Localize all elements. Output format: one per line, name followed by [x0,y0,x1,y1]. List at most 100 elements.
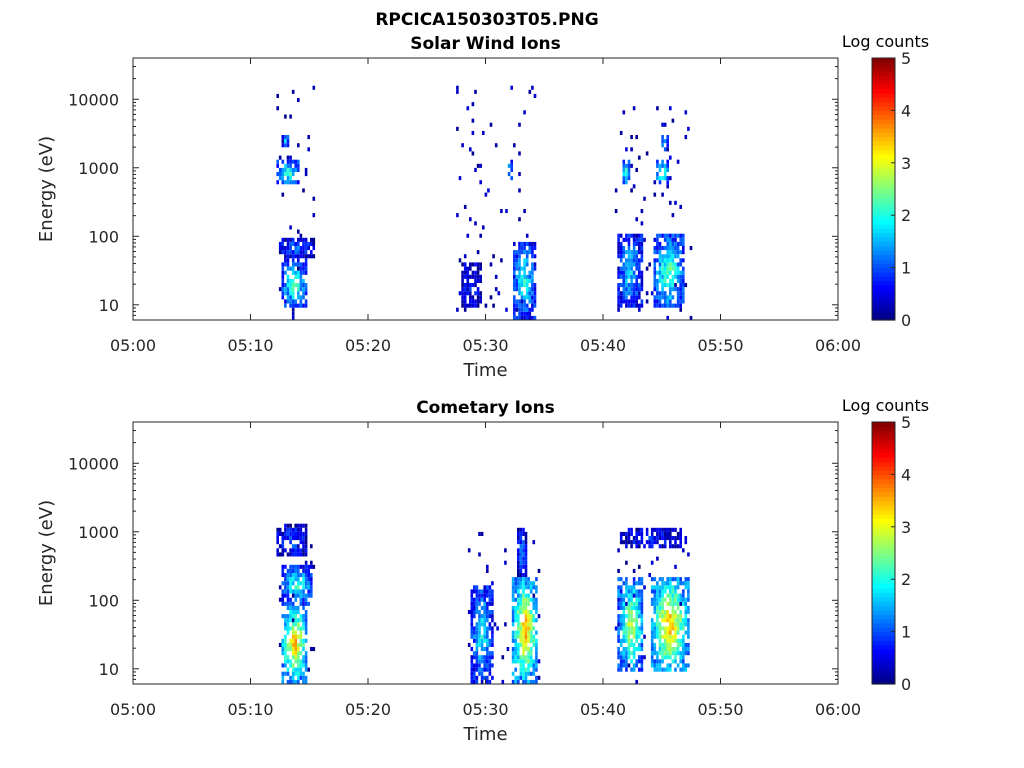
spectrogram-cell [517,589,520,594]
colorbar-segment [872,470,895,475]
spectrogram-cell [531,241,534,246]
spectrogram-cell [632,630,636,635]
spectrogram-cell [663,626,667,631]
spectrogram-cell [669,241,672,246]
spectrogram-cell [304,560,308,565]
spectrogram-cell [661,597,664,602]
spectrogram-cell [488,679,492,684]
spectrogram-cell [640,642,644,647]
spectrogram-cell [619,233,623,238]
spectrogram-cell [679,610,682,615]
spectrogram-cell [483,655,486,660]
spectrogram-cell [515,262,519,267]
spectrogram-cell [458,176,462,181]
spectrogram-cell [299,237,303,242]
spectrogram-cell [518,303,521,308]
spectrogram-cell [511,605,515,610]
spectrogram-cell [661,122,664,127]
colorbar-segment [872,544,895,550]
spectrogram-cell [294,679,297,684]
spectrogram-cell [281,651,285,656]
spectrogram-cell [527,671,530,676]
spectrogram-cell [281,564,285,569]
spectrogram-cell [638,577,641,582]
spectrogram-cell [278,597,282,602]
spectrogram-cell [674,287,677,292]
spectrogram-cell [676,585,680,590]
spectrogram-cell [676,299,680,304]
spectrogram-cell [302,283,305,288]
spectrogram-cell [663,254,667,259]
spectrogram-cell [674,610,677,615]
spectrogram-cell [687,622,690,627]
colorbar-segment [872,570,895,576]
colorbar-segment [872,167,895,173]
spectrogram-cell [289,527,292,532]
spectrogram-cell [658,614,662,619]
spectrogram-cell [299,626,303,631]
spectrogram-cell [682,246,685,251]
spectrogram-cell [304,593,308,598]
spectrogram-cell [676,287,680,292]
spectrogram-cell [617,647,620,652]
spectrogram-cell [463,266,467,271]
colorbar-segment [872,271,895,277]
spectrogram-cell [622,291,626,296]
spectrogram-cell [671,254,675,259]
spectrogram-cell [531,250,534,255]
spectrogram-cell [289,564,292,569]
spectrogram-cell [491,655,494,660]
spectrogram-cell [532,618,536,623]
spectrogram-cell [286,295,290,300]
spectrogram-cell [480,531,484,536]
spectrogram-cell [640,610,644,615]
spectrogram-cell [304,172,308,177]
spectrogram-cell [617,626,620,631]
spectrogram-cell [529,630,533,635]
spectrogram-cell [533,283,537,288]
spectrogram-cell [289,614,292,619]
spectrogram-cell [666,250,669,255]
spectrogram-cell [284,655,287,660]
spectrogram-cell [640,283,644,288]
spectrogram-cell [656,536,659,541]
spectrogram-cell [302,270,305,275]
spectrogram-cell [671,634,675,639]
spectrogram-cell [302,548,305,553]
spectrogram-cell [518,311,521,316]
spectrogram-cell [622,626,626,631]
colorbar-segment [872,548,895,554]
spectrogram-cell [531,85,534,90]
spectrogram-cell [284,135,287,140]
spectrogram-cell [635,531,638,536]
spectrogram-cell [286,659,290,664]
spectrogram-cell [524,655,528,660]
spectrogram-cell [294,659,297,664]
spectrogram-cell [656,614,659,619]
spectrogram-cell [661,233,664,238]
spectrogram-cell [480,638,484,643]
spectrogram-cell [483,630,486,635]
spectrogram-cell [630,651,633,656]
spectrogram-cell [682,597,685,602]
spectrogram-cell [653,663,657,668]
spectrogram-cell [676,630,680,635]
spectrogram-cell [653,610,657,615]
spectrogram-cell [519,655,523,660]
spectrogram-cell [302,642,305,647]
spectrogram-cell [635,291,638,296]
spectrogram-cell [463,299,467,304]
spectrogram-cell [669,254,672,259]
spectrogram-cell [513,274,516,279]
spectrogram-cell [535,667,538,672]
spectrogram-cell [656,237,659,242]
spectrogram-cell [653,651,657,656]
spectrogram-cell [687,651,690,656]
spectrogram-cell [513,270,516,275]
spectrogram-cell [483,659,486,664]
spectrogram-cell [310,564,313,569]
spectrogram-cell [635,626,638,631]
spectrogram-cell [661,544,664,549]
spectrogram-cell [304,250,308,255]
